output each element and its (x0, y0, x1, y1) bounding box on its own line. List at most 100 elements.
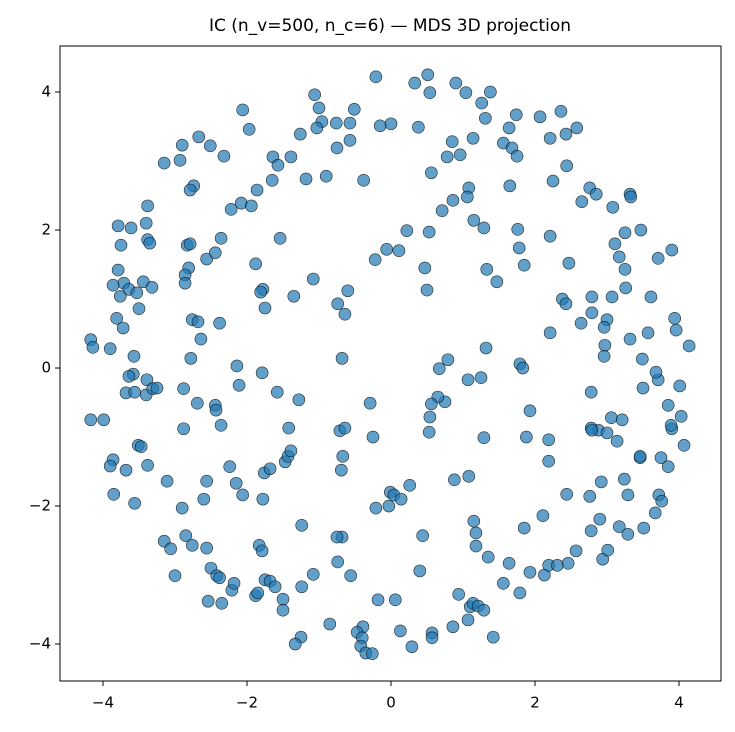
point (560, 487, 573, 501)
point (405, 640, 419, 654)
point (157, 156, 171, 170)
point (175, 501, 189, 515)
point (183, 237, 197, 251)
point (365, 647, 379, 660)
point (276, 603, 290, 617)
point (335, 352, 349, 365)
point (223, 460, 237, 473)
point (682, 339, 696, 353)
point (403, 479, 417, 492)
point (477, 221, 491, 235)
point (608, 237, 622, 251)
point (366, 430, 380, 444)
point (200, 474, 213, 488)
point (213, 316, 226, 330)
point (641, 326, 655, 340)
point (103, 459, 117, 473)
point (668, 312, 682, 325)
chart-title: IC (n_v=500, n_c=6) — MDS 3D projection (209, 16, 571, 36)
point (373, 119, 387, 133)
point (585, 306, 599, 320)
point (517, 258, 531, 272)
point (559, 297, 573, 311)
point (177, 382, 190, 396)
point (479, 341, 493, 355)
point (254, 285, 267, 299)
point (184, 352, 198, 365)
point (665, 243, 679, 257)
point (480, 263, 494, 276)
point (512, 241, 526, 255)
point (113, 289, 127, 303)
point (475, 96, 489, 110)
point (637, 521, 651, 535)
point (214, 418, 228, 432)
point (484, 85, 497, 99)
point (209, 246, 222, 260)
point (425, 397, 438, 411)
point (560, 159, 573, 173)
point (343, 134, 357, 147)
point (448, 473, 461, 487)
point (173, 154, 187, 167)
point (256, 492, 270, 506)
point (597, 321, 611, 334)
point (106, 278, 120, 292)
point (634, 223, 648, 237)
point (615, 413, 629, 427)
point (669, 323, 683, 337)
point (330, 141, 344, 155)
point (440, 150, 454, 164)
point (183, 183, 197, 197)
x-tick-label: −4 (92, 694, 114, 712)
point (230, 359, 244, 373)
point (474, 371, 488, 384)
point (517, 521, 531, 535)
point (236, 103, 249, 117)
point (477, 603, 491, 617)
point (150, 381, 164, 395)
point (466, 131, 480, 145)
point (128, 496, 141, 510)
point (224, 203, 238, 216)
point (490, 275, 504, 289)
point (648, 506, 662, 520)
point (338, 421, 352, 435)
point (536, 509, 550, 522)
point (293, 127, 307, 141)
point (413, 564, 427, 578)
point (122, 369, 136, 383)
point (306, 568, 320, 581)
x-tick-label: −2 (236, 694, 258, 712)
point (651, 252, 665, 265)
point (461, 613, 475, 627)
point (408, 76, 422, 90)
point (400, 224, 414, 238)
point (200, 252, 213, 266)
point (543, 326, 557, 340)
point (177, 422, 190, 436)
y-tick-label: −4 (29, 635, 51, 653)
point (141, 199, 154, 213)
point (543, 131, 557, 145)
point (423, 86, 437, 100)
point (194, 332, 208, 346)
point (369, 501, 383, 515)
point (335, 463, 348, 477)
point (624, 190, 638, 204)
point (453, 148, 467, 162)
point (467, 214, 481, 227)
point (185, 539, 199, 552)
point (292, 393, 306, 407)
point (140, 373, 154, 387)
point (635, 352, 649, 366)
point (435, 204, 449, 218)
point (382, 499, 396, 513)
point (601, 543, 615, 557)
point (271, 158, 285, 172)
point (132, 302, 146, 315)
point (421, 68, 435, 82)
point (502, 121, 516, 135)
point (618, 226, 632, 240)
point (594, 475, 608, 489)
